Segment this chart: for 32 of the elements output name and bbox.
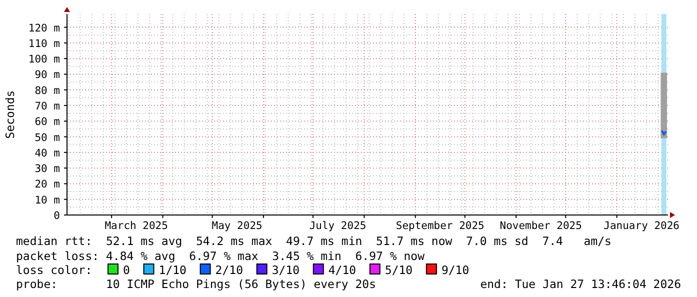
x-tick-label: November 2025 — [500, 220, 582, 232]
text: probe: 10 ICMP Echo Pings (56 Bytes) every 20s — [16, 277, 376, 291]
y-axis-title: Seconds — [3, 90, 17, 139]
text: 2/10 — [215, 263, 244, 277]
y-tick-label: 100 m — [28, 54, 60, 66]
y-tick-label: 120 m — [28, 22, 60, 34]
text: 5/10 — [384, 263, 413, 277]
y-tick-label: 80 m — [34, 84, 60, 97]
text: packet loss: 4.84 % avg 6.97 % max 3.45 % min 6.97 % now — [16, 249, 425, 263]
x-tick-label: July 2025 — [309, 220, 366, 232]
y-tick-label: 50 m — [34, 132, 60, 144]
y-tick-label: 10 m — [34, 194, 60, 206]
text: 9/10 — [441, 263, 470, 277]
y-tick-label: 40 m — [34, 147, 60, 160]
text: 1/10 — [158, 263, 187, 277]
text: 3/10 — [272, 263, 300, 277]
y-tick-label: 0 — [54, 210, 60, 222]
x-tick-label: May 2025 — [212, 220, 262, 232]
y-tick-label: 70 m — [34, 100, 60, 113]
x-tick-label: January 2026 — [604, 220, 680, 232]
y-tick-label: 30 m — [34, 163, 60, 176]
text: 4/10 — [328, 263, 356, 277]
text: loss color: — [16, 263, 92, 277]
y-tick-label: 60 m — [34, 116, 60, 128]
text: 0 — [123, 263, 130, 277]
x-tick-label: March 2025 — [104, 220, 168, 232]
y-tick-label: 110 m — [28, 38, 60, 50]
y-tick-label: 90 m — [34, 69, 60, 82]
text: end: Tue Jan 27 13:46:04 2026 — [480, 277, 682, 291]
y-tick-label: 20 m — [34, 178, 60, 191]
text: median rtt: 52.1 ms avg 54.2 ms max 49.7 ms min 51.7 ms now 7.0 ms sd 7.4 am/s — [16, 234, 612, 248]
x-tick-label: September 2025 — [396, 220, 484, 232]
